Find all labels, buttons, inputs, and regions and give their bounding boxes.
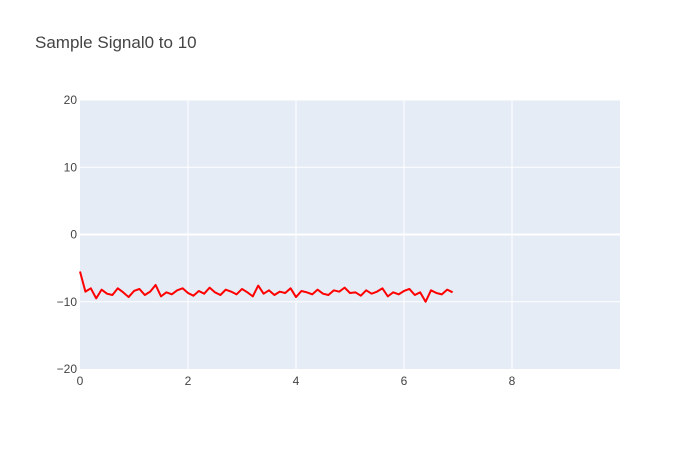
y-tick-label: −20 [57, 362, 78, 376]
x-tick-label: 0 [77, 374, 84, 388]
y-tick-label: 20 [64, 93, 78, 107]
y-axis-ticks: −20 −10 0 10 20 [57, 93, 78, 376]
x-tick-label: 2 [185, 374, 192, 388]
x-tick-label: 6 [401, 374, 408, 388]
y-tick-label: 10 [64, 160, 78, 174]
x-axis-ticks: 0 2 4 6 8 [77, 374, 516, 388]
chart-title: Sample Signal0 to 10 [35, 33, 197, 52]
x-tick-label: 8 [509, 374, 516, 388]
grid-lines [80, 99, 620, 369]
x-tick-label: 4 [293, 374, 300, 388]
y-tick-label: −10 [57, 295, 78, 309]
series-layer [79, 271, 454, 303]
series-line [79, 271, 454, 303]
y-tick-label: 0 [70, 228, 77, 242]
